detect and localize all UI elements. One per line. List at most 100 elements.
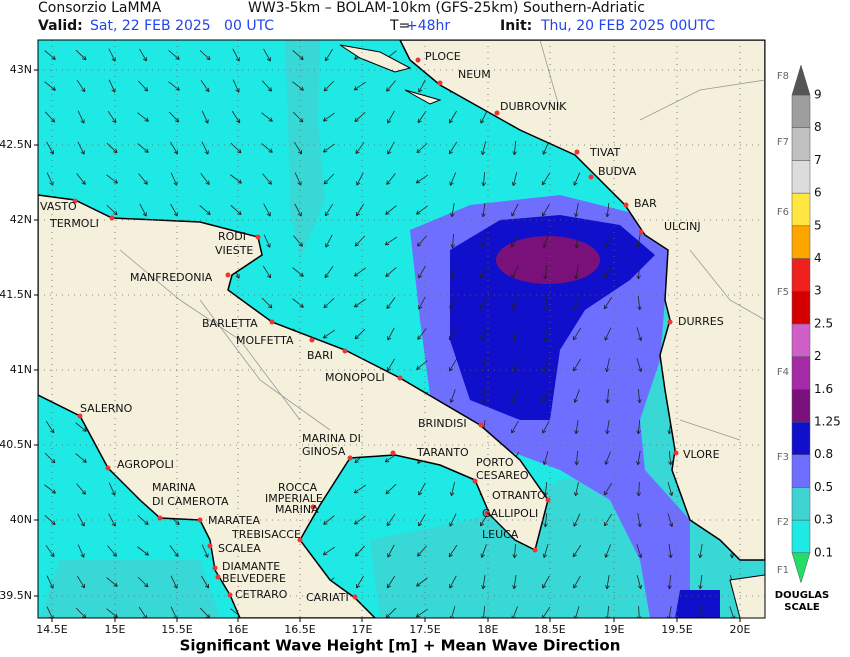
wave-arrow	[355, 203, 364, 217]
y-tick-label: 42.5N	[0, 138, 32, 151]
colorbar-segment	[791, 94, 811, 128]
douglas-label: F7	[777, 137, 789, 148]
wave-arrow	[292, 111, 304, 123]
wave-arrow	[667, 513, 674, 527]
map: PLOCE NEUM DUBROVNIK TIVAT BUDVA BAR ULCINJ DUR…	[38, 40, 765, 618]
wave-arrow	[386, 513, 396, 527]
wave-arrow	[543, 295, 548, 311]
wave-arrow	[449, 172, 457, 186]
wave-arrow	[542, 544, 549, 558]
city-dot	[157, 515, 163, 521]
wave-arrow	[323, 80, 335, 92]
wave-arrow	[637, 388, 642, 404]
wave-arrow	[417, 235, 427, 247]
city-label: VASTO	[40, 200, 77, 213]
wave-arrow	[637, 296, 642, 311]
wave-arrow	[572, 544, 582, 558]
wave-arrow	[387, 110, 395, 124]
wave-arrow	[636, 451, 641, 466]
wave-arrow	[417, 111, 427, 124]
wave-arrow	[139, 203, 147, 217]
douglas-label: F5	[777, 287, 789, 298]
wave-arrow	[511, 389, 518, 403]
city-dot	[77, 413, 83, 419]
wave-arrow	[325, 234, 333, 248]
wave-arrow	[106, 174, 118, 184]
wave-arrow	[511, 265, 519, 279]
wave-arrow	[512, 140, 517, 156]
init: Thu, 20 FEB 2025 00UTC	[540, 18, 715, 34]
x-tick-label: 16.5E	[284, 623, 315, 636]
wave-arrow	[542, 234, 549, 248]
x-tick-label: 17E	[352, 623, 373, 636]
wave-arrow	[322, 112, 335, 122]
wave-arrow	[385, 267, 397, 277]
wave-arrow	[354, 328, 366, 340]
colorbar-label: 4	[814, 251, 822, 265]
wave-arrow	[417, 328, 427, 340]
city-label: RODI	[218, 230, 246, 243]
douglas-label: F3	[777, 452, 789, 463]
wave-arrow	[636, 419, 641, 435]
city-label: MARINA DI	[302, 432, 361, 445]
map-frame	[37, 39, 766, 619]
wave-arrow	[573, 575, 581, 589]
wave-arrow	[231, 110, 241, 124]
city-dot	[109, 215, 115, 221]
wave-arrow	[542, 141, 550, 155]
colorbar-label: 9	[814, 88, 822, 102]
colorbar-label: 1.6	[814, 382, 833, 396]
wave-arrow	[76, 79, 86, 93]
wave-arrow	[480, 234, 487, 248]
wave-arrow	[605, 358, 610, 373]
colorbar-segment	[791, 258, 811, 292]
y-tick-label: 42N	[10, 213, 32, 226]
city-label: LEUCA	[482, 528, 519, 541]
city-label: CESAREO	[476, 469, 529, 482]
city-label: BRINDISI	[418, 417, 467, 430]
wave-arrow	[543, 512, 548, 528]
wave-arrow	[636, 544, 643, 558]
wave-arrow	[44, 81, 56, 91]
city-dot	[673, 450, 679, 456]
city-dot	[227, 592, 233, 598]
city-label: MARINA	[275, 503, 319, 516]
y-tick-label: 39.5N	[0, 589, 32, 602]
wave-arrow	[479, 513, 488, 527]
city-label: GINOSA	[302, 445, 346, 458]
city-label: BELVEDERE	[222, 572, 286, 585]
wave-arrow	[261, 112, 273, 122]
wave-arrow	[106, 142, 118, 154]
wave-arrow	[667, 574, 672, 590]
wave-arrow	[75, 49, 87, 61]
wave-arrow	[636, 234, 641, 249]
city-label: MARATEA	[208, 514, 261, 527]
wave-arrow	[605, 575, 610, 590]
wave-arrow	[46, 141, 54, 155]
city-dot	[352, 594, 358, 600]
wave-arrow	[542, 358, 550, 372]
wave-arrow	[354, 112, 366, 123]
wave-arrow	[292, 267, 304, 277]
wave-arrow	[448, 544, 458, 558]
wave-arrow	[44, 452, 56, 464]
wave-arrow	[636, 264, 641, 280]
city-dot	[215, 574, 221, 580]
wave-arrow	[201, 141, 209, 155]
wave-arrow	[46, 606, 54, 618]
wave-arrow	[170, 141, 178, 155]
city-label: VIESTE	[215, 244, 253, 257]
city-dot	[588, 174, 594, 180]
wave-arrow	[45, 420, 55, 434]
wave-arrow	[77, 544, 85, 558]
city-dot	[255, 234, 261, 240]
douglas-label: F6	[777, 207, 789, 218]
x-label: Significant Wave Height [m] + Mean Wave …	[180, 637, 621, 655]
colorbar-segment	[791, 127, 811, 161]
wave-arrow	[44, 484, 56, 494]
wave-arrow	[354, 515, 366, 525]
city-dot	[415, 57, 421, 63]
wave-arrow	[448, 141, 458, 155]
wave-arrow	[201, 110, 209, 124]
